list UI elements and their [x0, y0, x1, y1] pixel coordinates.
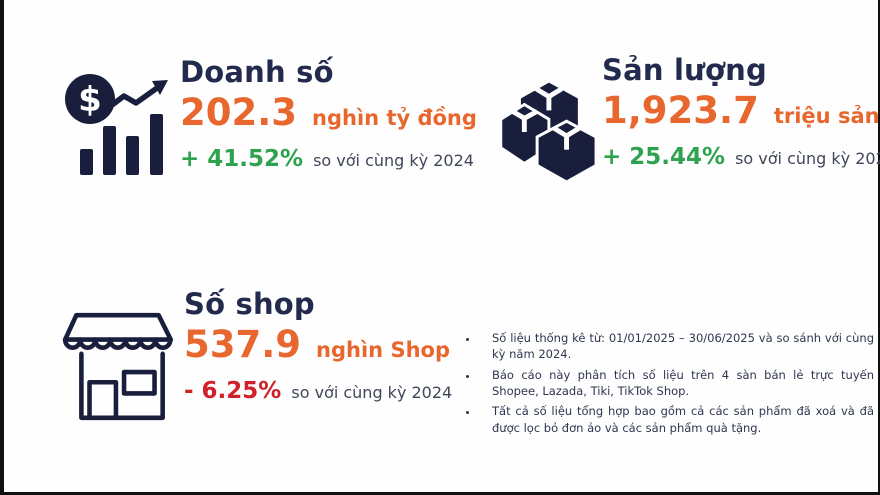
volume-value: 1,923.7: [602, 89, 759, 133]
shops-card: Số shop 537.9 nghìn Shop - 6.25% so với …: [184, 287, 452, 404]
right-frame-edge: [878, 0, 880, 495]
revenue-value-line: 202.3 nghìn tỷ đồng: [180, 91, 477, 135]
shops-value: 537.9: [184, 323, 302, 367]
shops-compare-label: so với cùng kỳ 2024: [291, 383, 453, 403]
methodology-notes: Số liệu thống kê từ: 01/01/2025 – 30/06/…: [462, 330, 874, 440]
volume-value-line: 1,923.7 triệu sản phẩm: [602, 89, 880, 133]
volume-change-percent: + 25.44%: [602, 144, 726, 171]
shops-change-line: - 6.25% so với cùng kỳ 2024: [184, 378, 452, 404]
volume-card: Sản lượng 1,923.7 triệu sản phẩm + 25.44…: [602, 53, 880, 170]
svg-text:$: $: [78, 80, 102, 120]
revenue-card: Doanh số 202.3 nghìn tỷ đồng + 41.52% so…: [180, 55, 477, 172]
revenue-compare-label: so với cùng kỳ 2024: [313, 151, 474, 171]
shops-value-line: 537.9 nghìn Shop: [184, 323, 452, 367]
note-item: Số liệu thống kê từ: 01/01/2025 – 30/06/…: [478, 330, 874, 363]
boxes-icon: [488, 76, 598, 188]
bottom-frame-edge: [0, 492, 880, 495]
shops-unit: nghìn Shop: [316, 338, 450, 363]
revenue-change-line: + 41.52% so với cùng kỳ 2024: [180, 146, 477, 172]
note-item: Tất cả số liệu tổng hợp bao gồm cả các s…: [478, 403, 874, 436]
volume-title: Sản lượng: [602, 53, 767, 87]
revenue-title: Doanh số: [180, 55, 334, 89]
revenue-unit: nghìn tỷ đồng: [312, 106, 477, 131]
note-item: Báo cáo này phân tích số liệu trên 4 sàn…: [478, 367, 874, 400]
volume-change-line: + 25.44% so với cùng kỳ 2024: [602, 144, 880, 170]
revenue-value: 202.3: [180, 91, 298, 135]
storefront-icon: [56, 308, 184, 424]
left-frame-edge: [0, 0, 4, 495]
volume-compare-label: so với cùng kỳ 2024: [735, 149, 880, 169]
shops-title: Số shop: [184, 287, 315, 321]
bar-chart-dollar-icon: $: [60, 64, 172, 176]
volume-unit: triệu sản phẩm: [773, 104, 880, 129]
revenue-change-percent: + 41.52%: [180, 146, 304, 173]
shops-change-percent: - 6.25%: [184, 378, 282, 405]
